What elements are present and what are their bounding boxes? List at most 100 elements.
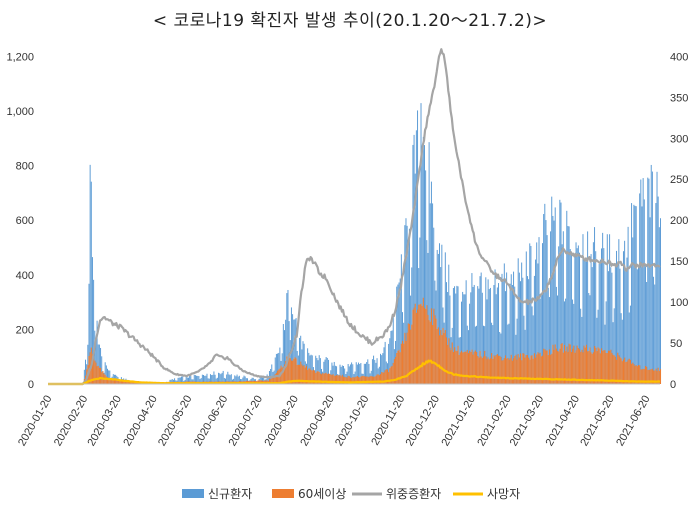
bar-age60 — [109, 378, 111, 384]
bar-new-cases — [325, 357, 327, 384]
x-tick-label: 2020-02-20 — [52, 394, 91, 449]
bar-new-cases — [85, 359, 87, 384]
bar-age60 — [619, 356, 621, 384]
bar-age60 — [289, 358, 291, 384]
bar-age60 — [376, 374, 378, 384]
bar-age60 — [515, 354, 517, 384]
bar-age60 — [509, 358, 511, 384]
bar-age60 — [545, 350, 547, 384]
bar-new-cases — [449, 295, 451, 384]
bar-age60 — [559, 348, 561, 384]
bar-age60 — [510, 354, 512, 384]
bar-new-cases — [561, 244, 563, 384]
bar-age60 — [277, 370, 279, 384]
bar-new-cases — [627, 226, 629, 384]
bar-age60 — [295, 358, 297, 384]
bar-age60 — [311, 370, 313, 384]
bar-age60 — [288, 354, 290, 384]
bar-new-cases — [495, 294, 497, 384]
bar-new-cases — [275, 353, 277, 384]
bar-new-cases — [489, 287, 491, 384]
bar-new-cases — [107, 368, 108, 384]
bar-new-cases — [553, 220, 555, 384]
bar-age60 — [576, 345, 578, 384]
bar-new-cases — [414, 173, 416, 384]
bar-age60 — [406, 332, 408, 384]
bar-new-cases — [656, 171, 658, 384]
bar-age60 — [304, 367, 306, 384]
bar-age60 — [449, 347, 451, 384]
bar-age60 — [352, 376, 354, 384]
bar-age60 — [307, 370, 309, 384]
bar-new-cases — [319, 358, 321, 384]
bar-new-cases — [360, 362, 362, 384]
x-tick-label: 2020-06-20 — [192, 394, 231, 449]
bar-new-cases — [482, 325, 484, 384]
bar-age60 — [591, 353, 593, 384]
bar-age60 — [418, 304, 420, 384]
bar-age60 — [309, 368, 311, 384]
bar-new-cases — [174, 378, 176, 384]
bar-age60 — [108, 377, 110, 384]
x-tick-label: 2021-01-20 — [439, 393, 478, 448]
bar-new-cases — [392, 314, 394, 384]
bar-new-cases — [613, 308, 615, 384]
bar-new-cases — [323, 361, 325, 384]
bar-age60 — [521, 360, 523, 384]
bar-age60 — [597, 347, 599, 384]
bar-age60 — [631, 363, 633, 384]
bar-new-cases — [351, 362, 353, 384]
y-left-tick-label: 600 — [16, 215, 34, 227]
bar-age60 — [479, 350, 481, 384]
bar-new-cases — [655, 203, 657, 384]
bar-new-cases — [504, 291, 506, 384]
bar-age60 — [333, 375, 335, 384]
bar-new-cases — [503, 263, 505, 384]
bar-age60 — [413, 307, 415, 384]
bar-new-cases — [348, 366, 350, 384]
bar-age60 — [465, 351, 467, 384]
bar-age60 — [507, 357, 509, 384]
bar-age60 — [530, 355, 532, 384]
bar-new-cases — [509, 283, 511, 384]
bar-age60 — [649, 369, 651, 384]
bar-age60 — [327, 373, 330, 384]
bar-new-cases — [517, 258, 519, 384]
bar-age60 — [420, 303, 422, 384]
bar-new-cases — [621, 319, 623, 384]
bar-age60 — [525, 355, 527, 384]
bar-new-cases — [263, 375, 265, 384]
bar-new-cases — [577, 245, 579, 384]
bar-age60 — [305, 365, 308, 384]
bar-new-cases — [316, 357, 318, 384]
bar-age60 — [341, 374, 343, 384]
bar-age60 — [495, 355, 497, 384]
bar-new-cases — [559, 199, 561, 384]
line-deaths — [48, 359, 661, 386]
bar-new-cases — [544, 203, 546, 384]
y-axis-right: 0 50 100 150 200 250 300 350 400 — [670, 51, 688, 391]
bar-age60 — [282, 366, 284, 384]
bar-age60 — [356, 376, 358, 384]
bar-age60 — [537, 352, 539, 384]
bar-new-cases — [211, 375, 213, 384]
bar-age60 — [462, 352, 464, 384]
bar-age60 — [636, 366, 638, 384]
bar-age60 — [281, 367, 283, 384]
bar-age60 — [349, 377, 351, 384]
bar-age60 — [440, 330, 442, 384]
bar-new-cases — [177, 377, 179, 384]
bar-age60 — [656, 371, 658, 384]
bar-new-cases — [356, 364, 358, 384]
bar-age60 — [557, 351, 559, 384]
bar-age60 — [516, 359, 518, 384]
bar-age60 — [132, 381, 134, 384]
bar-age60 — [590, 352, 592, 384]
bar-new-cases — [487, 279, 489, 384]
bar-age60 — [346, 377, 348, 384]
bar-new-cases — [506, 272, 508, 384]
bar-age60 — [585, 344, 587, 384]
bar-age60 — [612, 354, 614, 384]
bar-new-cases — [367, 359, 369, 384]
bar-new-cases — [391, 330, 393, 384]
